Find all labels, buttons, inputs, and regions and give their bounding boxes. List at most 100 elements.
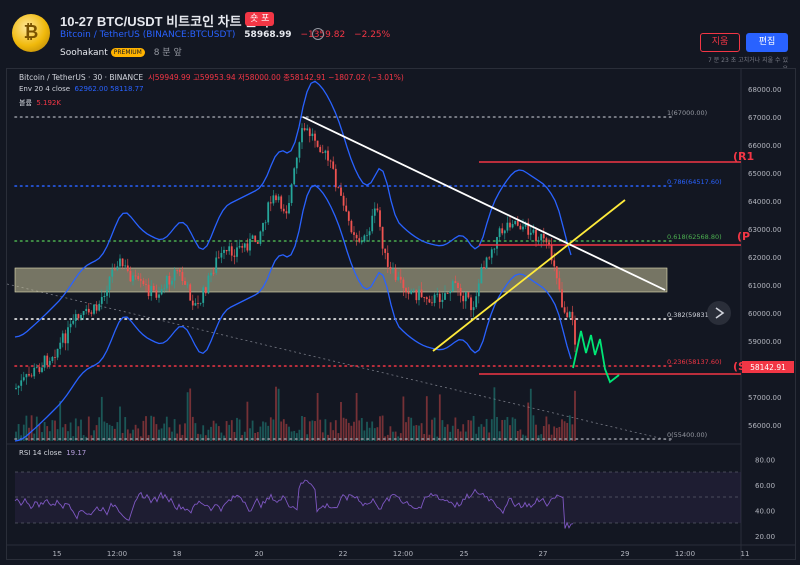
candle-body xyxy=(254,235,257,243)
volume-bar xyxy=(217,426,220,441)
volume-bar xyxy=(56,429,59,441)
scroll-to-realtime-button[interactable] xyxy=(707,301,731,325)
fibonacci-levels[interactable]: 1(67000.00) 0.786(64517.60) 0.618(62568.80… xyxy=(14,109,722,440)
candle-body xyxy=(545,238,548,243)
candle-body xyxy=(462,295,465,302)
volume-bar xyxy=(43,422,46,441)
candle-body xyxy=(275,195,277,201)
volume-bar xyxy=(428,434,431,441)
time-tick-label: 12:00 xyxy=(675,550,695,558)
candle-body xyxy=(160,289,163,295)
candle-body xyxy=(38,367,41,372)
volume-bar xyxy=(545,416,548,441)
long-trendline[interactable] xyxy=(7,283,673,442)
volume-bar xyxy=(366,421,368,441)
envelope-upper xyxy=(14,80,572,338)
volume-bar xyxy=(163,423,166,441)
chart-area[interactable]: 1(67000.00) 0.786(64517.60) 0.618(62568.80… xyxy=(6,68,796,560)
volume-bar xyxy=(303,416,306,441)
candle-body xyxy=(407,292,410,294)
fib-level-label: 0.382(59831.2 xyxy=(667,311,715,319)
candle-body xyxy=(503,230,506,234)
candle-body xyxy=(95,304,98,311)
chevron-right-icon xyxy=(715,307,725,319)
chart-canvas[interactable]: 1(67000.00) 0.786(64517.60) 0.618(62568.80… xyxy=(7,69,795,559)
candle-body xyxy=(61,333,64,343)
volume-bar xyxy=(548,424,550,441)
alarm-clock-icon[interactable] xyxy=(312,28,324,40)
price-tick-label: 64000.00 xyxy=(748,198,781,206)
rsi-legend[interactable]: RSI 14 close 19.17 xyxy=(19,449,87,457)
volume-bar xyxy=(59,401,62,441)
time-tick-label: 22 xyxy=(339,550,348,558)
edit-button[interactable]: 편집 xyxy=(746,33,788,52)
candle-body xyxy=(485,257,488,269)
uptrend-line[interactable] xyxy=(432,199,626,352)
author-name[interactable]: Soohakant xyxy=(60,48,108,58)
volume-bar xyxy=(563,421,566,441)
support-zone-rect[interactable] xyxy=(14,267,668,293)
symbol-link[interactable]: Bitcoin / TetherUS (BINANCE:BTCUSDT) xyxy=(60,30,236,40)
candle-body xyxy=(480,267,483,284)
rsi-tick-label: 60.00 xyxy=(755,482,775,490)
volume-bar xyxy=(514,418,517,441)
price-change-pct: −2.25% xyxy=(354,30,391,40)
volume-bar xyxy=(345,418,348,441)
time-axis[interactable]: 15 12:00 18 20 22 12:00 25 27 29 12:00 11 xyxy=(53,550,750,558)
candle-body xyxy=(33,367,36,377)
volume-bar xyxy=(54,420,56,441)
candle-body xyxy=(197,303,199,304)
candle-body xyxy=(475,296,478,308)
volume-bar xyxy=(451,425,454,441)
candle-body xyxy=(493,248,496,250)
price-axis[interactable]: 68000.00 67000.00 66000.00 65000.00 64000.00… xyxy=(748,86,781,430)
candle-body xyxy=(415,289,418,301)
candle-body xyxy=(121,258,124,267)
candle-body xyxy=(90,312,93,314)
candle-body xyxy=(376,208,379,211)
candle-body xyxy=(371,215,374,232)
volume-bar xyxy=(540,434,543,441)
candle-body xyxy=(189,284,192,301)
price-tick-label: 65000.00 xyxy=(748,170,781,178)
volume-bar xyxy=(316,392,319,441)
downtrend-line[interactable] xyxy=(302,116,666,291)
projection-path[interactable] xyxy=(572,330,620,384)
volume-legend[interactable]: 볼륨 5.192K xyxy=(19,99,61,107)
current-price-value: 58142.91 xyxy=(750,363,786,372)
candle-body xyxy=(282,208,285,212)
volume-bar xyxy=(511,417,514,441)
volume-bar xyxy=(168,427,171,441)
volume-bar xyxy=(282,419,285,441)
candle-body xyxy=(563,307,566,313)
price-tick-label: 66000.00 xyxy=(748,142,781,150)
candle-body xyxy=(48,360,51,366)
volume-bar xyxy=(293,430,296,441)
candle-body xyxy=(43,355,46,368)
volume-bar xyxy=(256,432,259,441)
candle-body xyxy=(54,357,56,358)
candle-body xyxy=(108,276,111,290)
candle-body xyxy=(436,293,439,295)
main-legend[interactable]: Bitcoin / TetherUS · 30 · BINANCE 시59949… xyxy=(19,73,404,82)
volume-bar xyxy=(121,432,124,441)
volume-bar xyxy=(418,425,420,441)
volume-bar xyxy=(129,433,132,441)
candle-body xyxy=(345,205,348,212)
envelope-lower xyxy=(14,184,572,442)
candle-body xyxy=(142,280,145,285)
candle-body xyxy=(25,374,28,378)
volume-bar xyxy=(207,429,210,441)
envelope-legend[interactable]: Env 20 4 close 62962.00 58118.77 xyxy=(19,85,144,93)
support-zone[interactable] xyxy=(14,267,668,293)
candle-body xyxy=(358,238,361,242)
volume-bar xyxy=(454,417,457,441)
candle-body xyxy=(147,284,150,297)
candle-body xyxy=(119,258,121,267)
candle-body xyxy=(301,128,303,143)
volume-bar xyxy=(30,415,33,441)
candle-body xyxy=(295,157,298,169)
price-tick-label: 62000.00 xyxy=(748,254,781,262)
candle-body xyxy=(535,229,537,242)
delete-button[interactable]: 지움 xyxy=(700,33,740,52)
